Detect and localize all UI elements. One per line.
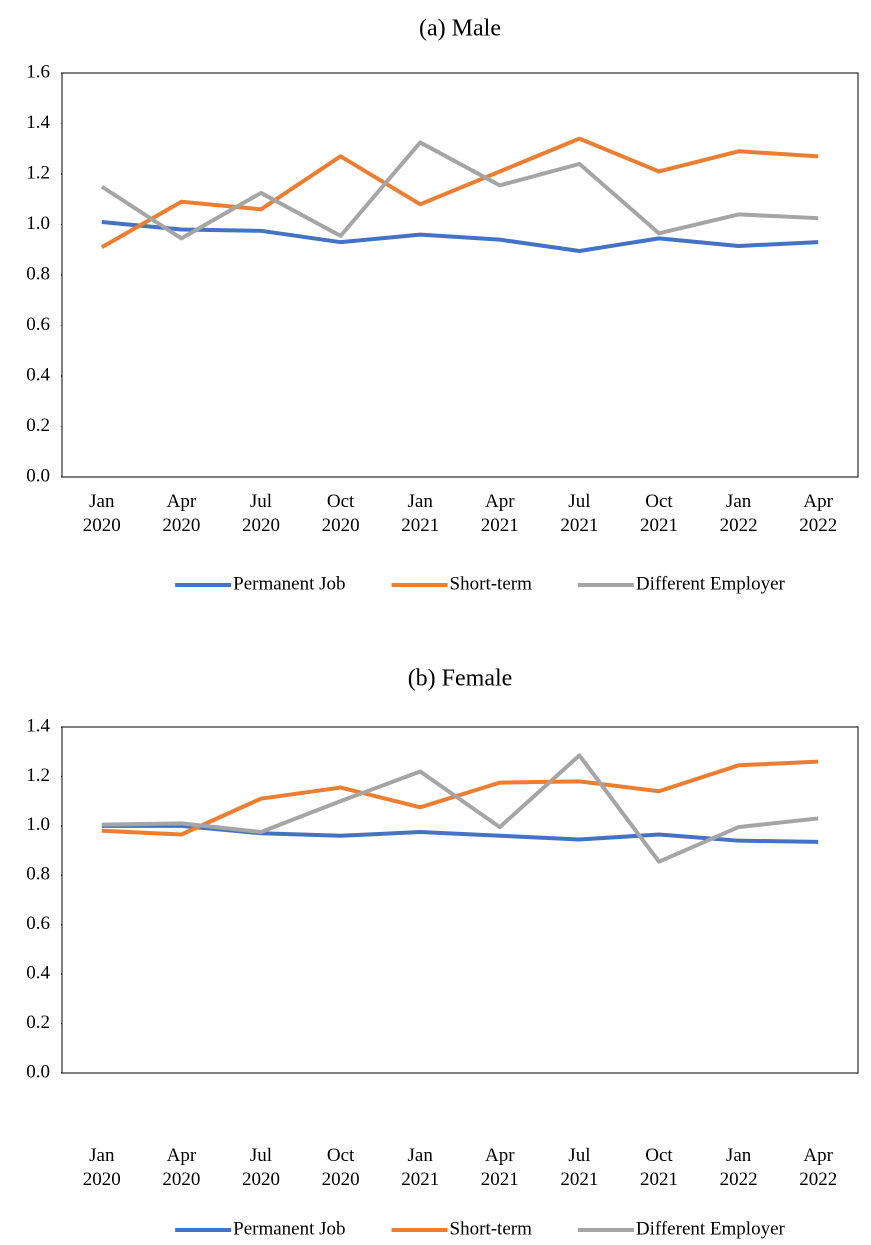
- y-tick-label: 0.0: [26, 465, 50, 486]
- y-tick-label: 1.0: [26, 213, 50, 234]
- x-tick-label: Jan 2021: [401, 1145, 440, 1190]
- x-tick-label: Jul 2021: [560, 491, 599, 536]
- chart-title: (a) Male: [419, 16, 501, 42]
- legend-label: Permanent Job: [233, 573, 345, 594]
- legend-label: Different Employer: [636, 573, 786, 594]
- x-tick-label: Apr 2022: [799, 491, 838, 536]
- chart-title: (b) Female: [408, 666, 513, 692]
- x-tick-label: Apr 2020: [162, 491, 201, 536]
- x-tick-label: Jan 2020: [82, 491, 121, 536]
- y-tick-label: 0.0: [26, 1061, 50, 1082]
- plot-border: [61, 72, 859, 478]
- x-tick-label: Apr 2022: [799, 1145, 838, 1190]
- x-tick-label: Oct 2020: [321, 1145, 360, 1190]
- x-tick-label: Jul 2020: [242, 1145, 280, 1190]
- series-line: [101, 753, 819, 864]
- y-tick-label: 0.4: [26, 963, 50, 984]
- x-tick-label: Oct 2021: [640, 491, 678, 536]
- x-tick-label: Oct 2020: [321, 491, 360, 536]
- y-tick-label: 0.6: [26, 314, 50, 335]
- legend-label: Different Employer: [636, 1218, 786, 1239]
- series-line: [100, 140, 819, 241]
- legend-label: Short-term: [450, 573, 533, 594]
- y-tick-label: 0.8: [26, 864, 50, 885]
- x-tick-label: Jan 2020: [82, 1145, 121, 1190]
- y-tick-label: 1.6: [26, 61, 50, 82]
- y-tick-label: 0.6: [26, 913, 50, 934]
- y-tick-label: 1.4: [26, 112, 50, 133]
- x-tick-label: Apr 2021: [480, 491, 519, 536]
- y-tick-label: 0.4: [26, 364, 50, 385]
- x-tick-label: Apr 2020: [162, 1145, 201, 1190]
- y-tick-label: 1.0: [26, 814, 50, 835]
- y-tick-label: 0.2: [26, 1012, 50, 1033]
- plot-border: [61, 726, 859, 1074]
- y-tick-label: 1.4: [26, 715, 50, 736]
- x-tick-label: Jan 2021: [401, 491, 440, 536]
- x-tick-label: Jul 2020: [242, 491, 280, 536]
- x-tick-label: Apr 2021: [480, 1145, 519, 1190]
- x-tick-label: Jul 2021: [560, 1145, 599, 1190]
- y-tick-label: 0.8: [26, 263, 50, 284]
- x-tick-label: Jan 2022: [719, 491, 758, 536]
- legend-label: Short-term: [450, 1218, 533, 1239]
- series-line: [100, 136, 819, 249]
- y-tick-label: 1.2: [26, 765, 50, 786]
- x-tick-label: Oct 2021: [640, 1145, 678, 1190]
- series-line: [101, 759, 819, 837]
- series-line: [101, 219, 819, 254]
- y-tick-label: 1.2: [26, 162, 50, 183]
- x-tick-label: Jan 2022: [719, 1145, 758, 1190]
- legend-label: Permanent Job: [233, 1218, 345, 1239]
- y-tick-label: 0.2: [26, 415, 50, 436]
